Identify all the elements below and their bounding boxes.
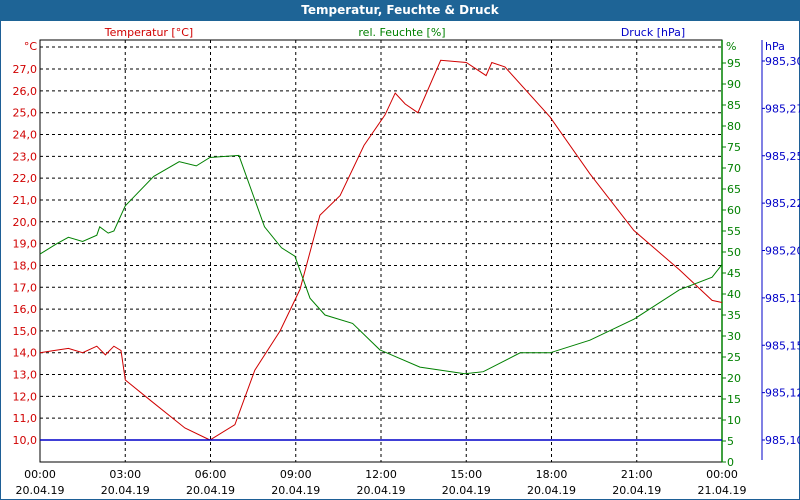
humidity-tick-label: 40 bbox=[727, 288, 741, 301]
humidity-tick-label: 65 bbox=[727, 183, 741, 196]
humidity-tick-label: 45 bbox=[727, 267, 741, 280]
temperature-tick-label: 22,0 bbox=[13, 172, 38, 185]
x-tick-date: 20.04.19 bbox=[186, 484, 235, 497]
temperature-tick-label: 24,0 bbox=[13, 129, 38, 142]
chart-title: Temperatur, Feuchte & Druck bbox=[0, 0, 800, 21]
x-tick-date: 20.04.19 bbox=[612, 484, 661, 497]
temperature-tick-label: 26,0 bbox=[13, 85, 38, 98]
series-line-humidity bbox=[39, 154, 723, 375]
humidity-tick-label: 30 bbox=[727, 330, 741, 343]
pressure-tick-label: 985,20 bbox=[765, 245, 800, 258]
temperature-tick-label: 13,0 bbox=[13, 369, 38, 382]
temperature-axis-title: Temperatur [°C] bbox=[104, 26, 193, 39]
humidity-axis-title: rel. Feuchte [%] bbox=[358, 26, 445, 39]
temperature-tick-label: 15,0 bbox=[13, 325, 38, 338]
temperature-tick-label: 19,0 bbox=[13, 238, 38, 251]
x-tick-time: 00:00 bbox=[706, 468, 738, 481]
humidity-tick-label: 25 bbox=[727, 351, 741, 364]
humidity-tick-label: 55 bbox=[727, 225, 741, 238]
series-line-temperature bbox=[39, 59, 723, 441]
pressure-tick-label: 985,22 bbox=[765, 197, 800, 210]
humidity-tick-label: 5 bbox=[727, 435, 734, 448]
humidity-tick-label: 50 bbox=[727, 246, 741, 259]
x-tick-date: 20.04.19 bbox=[357, 484, 406, 497]
x-tick-time: 03:00 bbox=[109, 468, 141, 481]
x-tick-time: 18:00 bbox=[536, 468, 568, 481]
pressure-unit: hPa bbox=[765, 40, 785, 53]
humidity-tick-label: 80 bbox=[727, 120, 741, 133]
pressure-tick-label: 985,25 bbox=[765, 150, 800, 163]
x-tick-date: 20.04.19 bbox=[101, 484, 150, 497]
x-tick-date: 20.04.19 bbox=[16, 484, 65, 497]
temperature-tick-label: 17,0 bbox=[13, 281, 38, 294]
humidity-tick-label: 60 bbox=[727, 204, 741, 217]
pressure-tick-label: 985,10 bbox=[765, 434, 800, 447]
pressure-tick-label: 985,30 bbox=[765, 55, 800, 68]
x-tick-time: 06:00 bbox=[195, 468, 227, 481]
x-tick-date: 20.04.19 bbox=[527, 484, 576, 497]
temperature-tick-label: 27,0 bbox=[13, 63, 38, 76]
x-tick-time: 15:00 bbox=[450, 468, 482, 481]
temperature-tick-label: 10,0 bbox=[13, 434, 38, 447]
x-tick-date: 20.04.19 bbox=[442, 484, 491, 497]
humidity-tick-label: 95 bbox=[727, 57, 741, 70]
x-tick-time: 09:00 bbox=[280, 468, 312, 481]
humidity-tick-label: 70 bbox=[727, 162, 741, 175]
temperature-tick-label: 25,0 bbox=[13, 107, 38, 120]
pressure-tick-label: 985,17 bbox=[765, 292, 800, 305]
x-tick-time: 21:00 bbox=[621, 468, 653, 481]
temperature-tick-label: 12,0 bbox=[13, 390, 38, 403]
temperature-tick-label: 23,0 bbox=[13, 150, 38, 163]
x-tick-date: 20.04.19 bbox=[271, 484, 320, 497]
pressure-tick-label: 985,12 bbox=[765, 387, 800, 400]
x-tick-time: 00:00 bbox=[24, 468, 56, 481]
temperature-tick-label: 21,0 bbox=[13, 194, 38, 207]
pressure-tick-label: 985,15 bbox=[765, 339, 800, 352]
humidity-tick-label: 35 bbox=[727, 309, 741, 322]
temperature-tick-label: 11,0 bbox=[13, 412, 38, 425]
humidity-tick-label: 20 bbox=[727, 372, 741, 385]
pressure-axis-title: Druck [hPa] bbox=[621, 26, 685, 39]
temperature-tick-label: 16,0 bbox=[13, 303, 38, 316]
temperature-tick-label: 20,0 bbox=[13, 216, 38, 229]
temperature-unit: °C bbox=[24, 40, 38, 53]
pressure-tick-label: 985,27 bbox=[765, 102, 800, 115]
temperature-tick-label: 18,0 bbox=[13, 259, 38, 272]
x-tick-date: 21.04.19 bbox=[698, 484, 747, 497]
humidity-tick-label: 85 bbox=[727, 99, 741, 112]
humidity-tick-label: 0 bbox=[727, 456, 734, 469]
temperature-tick-label: 14,0 bbox=[13, 347, 38, 360]
x-tick-time: 12:00 bbox=[365, 468, 397, 481]
humidity-tick-label: 15 bbox=[727, 393, 741, 406]
humidity-tick-label: 10 bbox=[727, 414, 741, 427]
humidity-unit: % bbox=[726, 40, 736, 53]
humidity-tick-label: 75 bbox=[727, 141, 741, 154]
humidity-tick-label: 90 bbox=[727, 78, 741, 91]
